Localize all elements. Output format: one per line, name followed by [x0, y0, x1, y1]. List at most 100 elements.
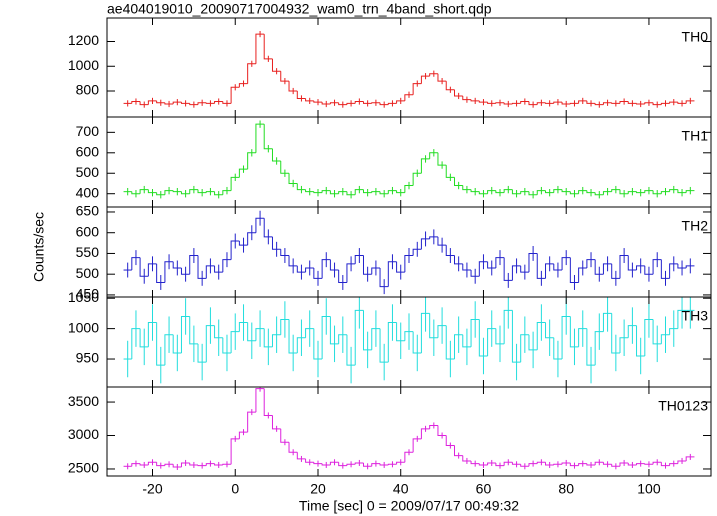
step-bin	[454, 89, 463, 97]
step-bin	[280, 71, 290, 82]
step-bin	[437, 325, 447, 338]
step-bin	[669, 328, 678, 335]
step-bin	[561, 189, 571, 193]
step-bin	[677, 263, 687, 269]
step-bin	[329, 259, 339, 271]
step-bin	[420, 428, 430, 439]
step-bin	[520, 334, 529, 363]
y-tick-label: 600	[76, 143, 100, 159]
x-tick-label: 100	[637, 481, 661, 497]
step-bin	[561, 102, 571, 105]
step-bin	[288, 319, 298, 354]
x-tick-label: -20	[142, 481, 162, 497]
step-bin	[487, 190, 496, 194]
step-bin	[172, 101, 182, 105]
y-tick-label: 2500	[68, 460, 99, 476]
step-bin	[487, 261, 496, 269]
step-bin	[520, 191, 529, 194]
step-bin	[379, 191, 389, 195]
step-bin	[437, 73, 447, 82]
step-bin	[296, 337, 306, 353]
step-bin	[131, 463, 141, 467]
step-bin	[396, 261, 405, 273]
step-bin	[644, 463, 654, 465]
step-bin	[131, 257, 141, 271]
step-bin	[230, 176, 240, 191]
step-bin	[437, 152, 447, 166]
step-bin	[619, 337, 629, 353]
step-bin	[172, 464, 182, 468]
step-bin	[578, 328, 587, 347]
step-bin	[470, 319, 480, 347]
step-bin	[611, 102, 620, 104]
step-bin	[404, 451, 414, 463]
step-bin	[247, 63, 256, 84]
step-bin	[528, 191, 538, 196]
step-bin	[636, 463, 645, 465]
step-bin	[296, 91, 306, 99]
step-bin	[205, 463, 215, 466]
step-bin	[429, 73, 438, 77]
step-bin	[247, 232, 256, 246]
step-bin	[379, 102, 389, 106]
step-bin	[636, 191, 645, 194]
step-bin	[362, 101, 372, 104]
step-bin	[329, 461, 339, 465]
step-bin	[644, 102, 654, 105]
step-bin	[321, 190, 331, 193]
step-bin	[180, 191, 190, 195]
step-bin	[685, 456, 695, 461]
y-tick-label: 3500	[68, 393, 99, 409]
step-bin	[172, 334, 182, 354]
y-tick-label: 950	[76, 350, 100, 366]
step-bin	[255, 217, 265, 233]
step-bin	[652, 190, 662, 195]
step-bin	[338, 334, 347, 344]
step-bin	[561, 257, 571, 271]
step-bin	[164, 463, 174, 466]
y-tick-label: 1000	[68, 57, 99, 73]
step-bin	[205, 265, 215, 279]
step-bin	[545, 322, 554, 339]
step-bin	[511, 102, 521, 105]
step-bin	[602, 102, 612, 105]
step-bin	[222, 259, 232, 273]
step-bin	[503, 309, 513, 344]
step-bin	[197, 255, 207, 279]
step-bin	[611, 464, 620, 467]
step-bin	[586, 259, 596, 268]
step-bin	[387, 102, 397, 105]
step-bin	[247, 152, 256, 170]
step-bin	[156, 192, 165, 196]
step-bin	[644, 265, 654, 275]
step-bin	[470, 270, 480, 277]
step-bin	[164, 102, 174, 105]
step-bin	[536, 461, 546, 464]
step-bin	[156, 322, 165, 366]
step-bin	[139, 257, 149, 277]
step-bin	[305, 458, 314, 463]
step-bin	[445, 435, 455, 447]
step-bin	[644, 190, 654, 193]
step-bin	[536, 102, 546, 105]
step-bin	[478, 191, 488, 195]
step-bin	[271, 236, 281, 250]
step-bin	[131, 328, 141, 360]
step-bin	[553, 263, 563, 271]
step-bin	[255, 388, 265, 413]
step-bin	[263, 218, 273, 238]
step-bin	[396, 100, 405, 104]
step-bin	[685, 100, 695, 104]
step-bin	[578, 267, 587, 283]
step-bin	[495, 462, 505, 467]
step-bin	[429, 313, 438, 339]
x-tick-label: 20	[310, 481, 326, 497]
step-bin	[222, 463, 232, 465]
step-bin	[387, 463, 397, 465]
step-bin	[528, 334, 538, 351]
step-bin	[321, 102, 331, 105]
y-tick-label: 400	[76, 184, 100, 200]
step-bin	[313, 462, 323, 465]
step-bin	[553, 189, 563, 193]
step-bin	[677, 309, 687, 329]
